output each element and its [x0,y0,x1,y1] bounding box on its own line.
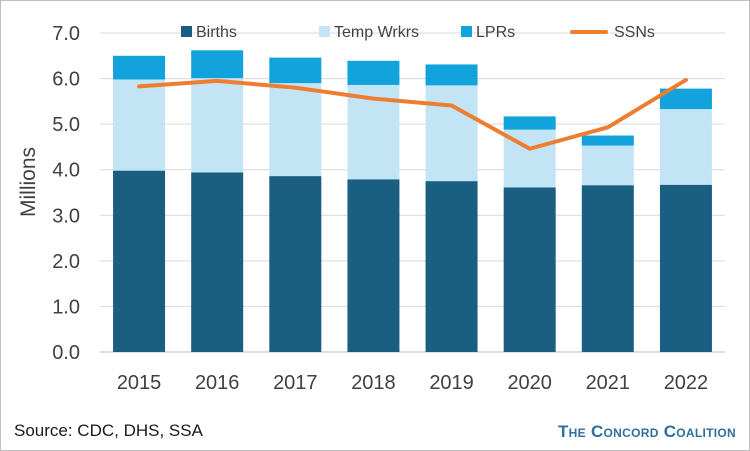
brand-logo-text: The Concord Coalition [557,422,736,441]
bar-lprs-2021 [581,135,634,146]
x-tick-label: 2017 [273,372,318,394]
line-point-2020 [529,148,531,150]
y-axis-ticks: 0.0 1.0 2.0 3.0 4.0 5.0 6.0 7.0 [52,23,80,364]
bar-births-2019 [425,181,478,352]
bar-lprs-2019 [425,64,478,86]
bars [113,50,712,352]
bar-temp-wrkrs-2021 [581,145,634,186]
bar-births-2017 [269,176,322,352]
x-tick-label: 2016 [195,372,240,394]
bar-temp-wrkrs-2019 [425,85,478,182]
line-point-2015 [138,85,140,87]
bar-lprs-2018 [347,60,400,85]
bar-births-2020 [503,187,556,352]
ssn-line-series [137,77,688,151]
x-tick-label: 2021 [586,372,631,394]
bar-temp-wrkrs-2015 [113,79,166,171]
line-point-2021 [607,126,609,128]
bar-lprs-2022 [659,88,712,110]
legend-swatch [181,26,192,37]
bar-lprs-2016 [191,50,244,79]
source-note: Source: CDC, DHS, SSA [14,421,203,440]
legend-label: SSNs [614,24,655,41]
line-point-2017 [294,87,296,89]
line-point-2022 [685,79,687,81]
bar-temp-wrkrs-2016 [191,78,244,173]
bar-births-2016 [191,172,244,352]
legend-swatch [319,26,330,37]
bar-births-2021 [581,185,634,352]
bar-births-2022 [659,184,712,352]
y-tick-label: 7.0 [52,23,80,45]
bar-births-2015 [113,170,166,352]
y-tick-label: 1.0 [52,296,80,318]
x-tick-label: 2019 [429,372,474,394]
x-tick-label: 2022 [664,372,709,394]
bar-temp-wrkrs-2017 [269,83,322,177]
y-axis-title: Millions [17,147,40,217]
bar-lprs-2015 [113,55,166,80]
y-tick-label: 3.0 [52,205,80,227]
legend-swatch [461,26,472,37]
x-tick-label: 2015 [117,372,162,394]
bar-lprs-2020 [503,116,556,130]
legend-label: LPRs [476,24,515,41]
x-tick-label: 2020 [507,372,552,394]
bar-lprs-2017 [269,57,322,84]
line-point-2016 [216,80,218,82]
legend: Births Temp Wrkrs LPRs SSNs [181,24,655,41]
y-tick-label: 2.0 [52,251,80,273]
line-ssns [137,77,688,151]
y-tick-label: 4.0 [52,160,80,182]
bar-births-2018 [347,179,400,352]
x-tick-label: 2018 [351,372,396,394]
line-point-2019 [451,104,453,106]
legend-label: Temp Wrkrs [334,24,419,41]
bar-temp-wrkrs-2022 [659,109,712,185]
x-axis-ticks: 2015 2016 2017 2018 2019 2020 2021 2022 [117,372,708,394]
legend-label: Births [196,24,237,41]
line-point-2018 [372,98,374,100]
y-tick-label: 5.0 [52,114,80,136]
y-tick-label: 0.0 [52,342,80,364]
y-tick-label: 6.0 [52,69,80,91]
